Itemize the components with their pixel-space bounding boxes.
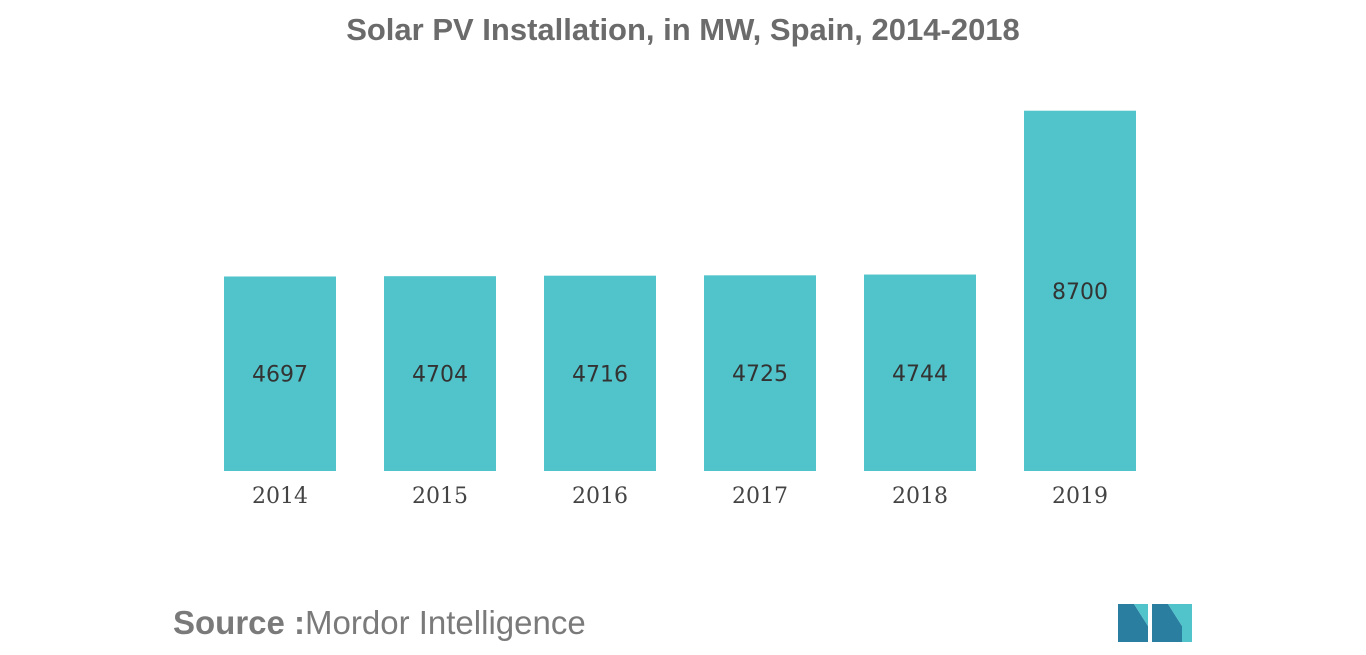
x-tick-label-2018: 2018 — [892, 484, 948, 509]
bar-2018 — [864, 274, 976, 471]
bar-chart: 4697 2014 4704 2015 4716 2016 4725 2017 4744 2018… — [224, 110, 1136, 509]
value-label-2019: 8700 — [1052, 280, 1108, 305]
source-label: Source : — [173, 604, 306, 641]
x-tick-label-2015: 2015 — [412, 484, 468, 509]
bar-2016 — [544, 275, 656, 471]
value-label-2014: 4697 — [252, 363, 308, 388]
source-text: Mordor Intelligence — [305, 604, 586, 641]
value-label-2018: 4744 — [892, 362, 948, 387]
x-tick-label-2014: 2014 — [252, 484, 308, 509]
chart-title: Solar PV Installation, in MW, Spain, 201… — [346, 12, 1020, 47]
value-label-2016: 4716 — [572, 362, 628, 387]
bar-2015 — [384, 276, 496, 471]
mordor-logo-icon — [1118, 604, 1192, 642]
x-tick-label-2019: 2019 — [1052, 484, 1108, 509]
source-line: Source :Mordor Intelligence — [173, 604, 586, 642]
bar-2017 — [704, 275, 816, 471]
x-tick-label-2017: 2017 — [732, 484, 788, 509]
value-label-2017: 4725 — [732, 362, 788, 387]
x-tick-label-2016: 2016 — [572, 484, 628, 509]
value-label-2015: 4704 — [412, 363, 468, 388]
bar-2014 — [224, 276, 336, 471]
bar-2019 — [1024, 110, 1136, 472]
